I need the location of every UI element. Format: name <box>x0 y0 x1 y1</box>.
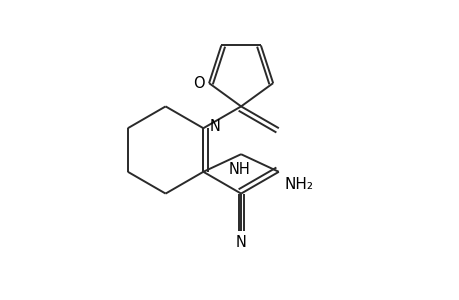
Text: NH: NH <box>228 162 249 177</box>
Text: N: N <box>235 235 246 250</box>
Text: NH₂: NH₂ <box>284 177 313 192</box>
Text: O: O <box>193 76 205 91</box>
Text: N: N <box>209 119 220 134</box>
